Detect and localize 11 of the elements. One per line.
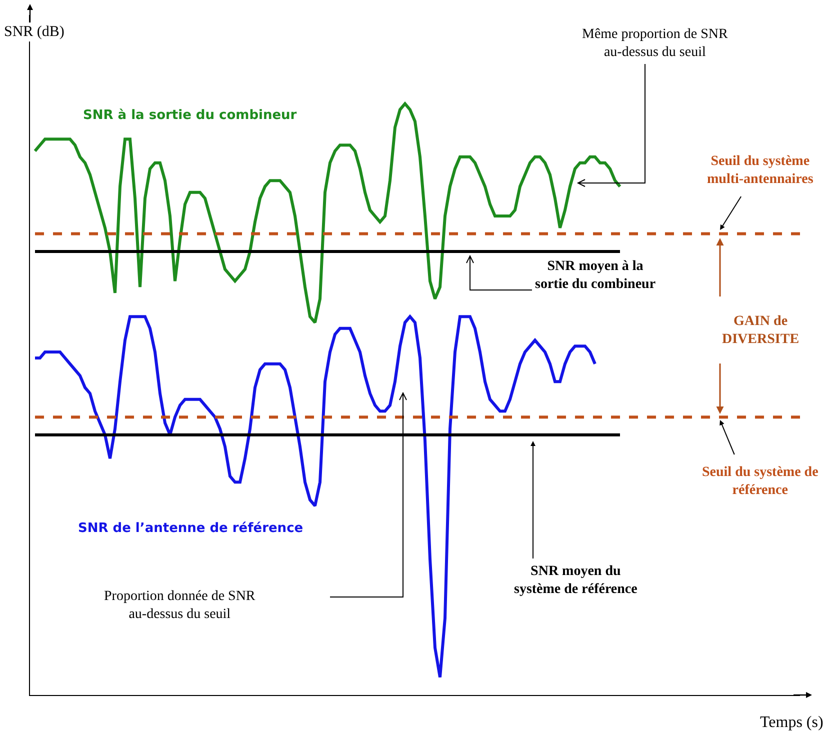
text: Temps (s): [760, 714, 824, 731]
ref-line-label: SNR moyen à la sortie du combineur: [535, 259, 656, 292]
ref-line-label: Seuil du système de référence: [702, 465, 818, 498]
text: GAIN de DIVERSITE: [722, 314, 800, 348]
ref-line-label: SNR moyen du système de référence: [514, 564, 638, 598]
y-axis-title: SNR (dB): [4, 24, 64, 40]
ref-line-label: Seuil du système multi-antennaires: [707, 154, 814, 188]
annotation: Proportion donnée de SNR au-dessus du seuil: [104, 589, 256, 622]
series-label: SNR à la sortie du combineur: [83, 108, 298, 123]
text: Même proportion de SNR au-dessus du seuil: [582, 27, 728, 60]
series-label: SNR de l’antenne de référence: [78, 521, 304, 536]
